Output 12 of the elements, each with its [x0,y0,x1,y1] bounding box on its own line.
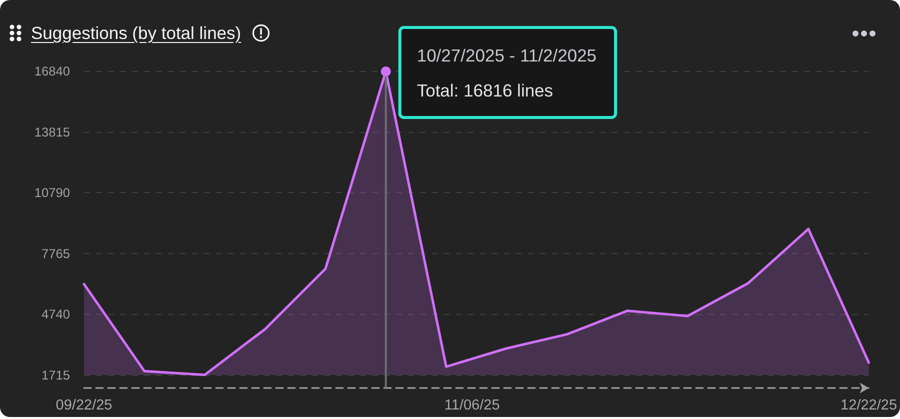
annotation: Total: 16816 lines [416,80,554,100]
y-tick-label: 16840 [34,64,70,78]
y-tick-label: 7765 [42,246,70,261]
y-tick-label: 1715 [42,368,70,382]
y-tick-label: 10790 [34,185,70,200]
x-tick-label: 09/22/25 [56,398,112,414]
x-tick-label: 11/06/25 [444,398,500,414]
x-tick-label: 12/22/25 [840,398,898,414]
y-tick-label: 13815 [34,124,70,140]
y-tick-label: 4740 [42,306,70,322]
annotation: 10/27/2025 - 11/2/2025 [416,45,597,66]
chart-title: Suggestions (by total lines) [31,23,242,43]
